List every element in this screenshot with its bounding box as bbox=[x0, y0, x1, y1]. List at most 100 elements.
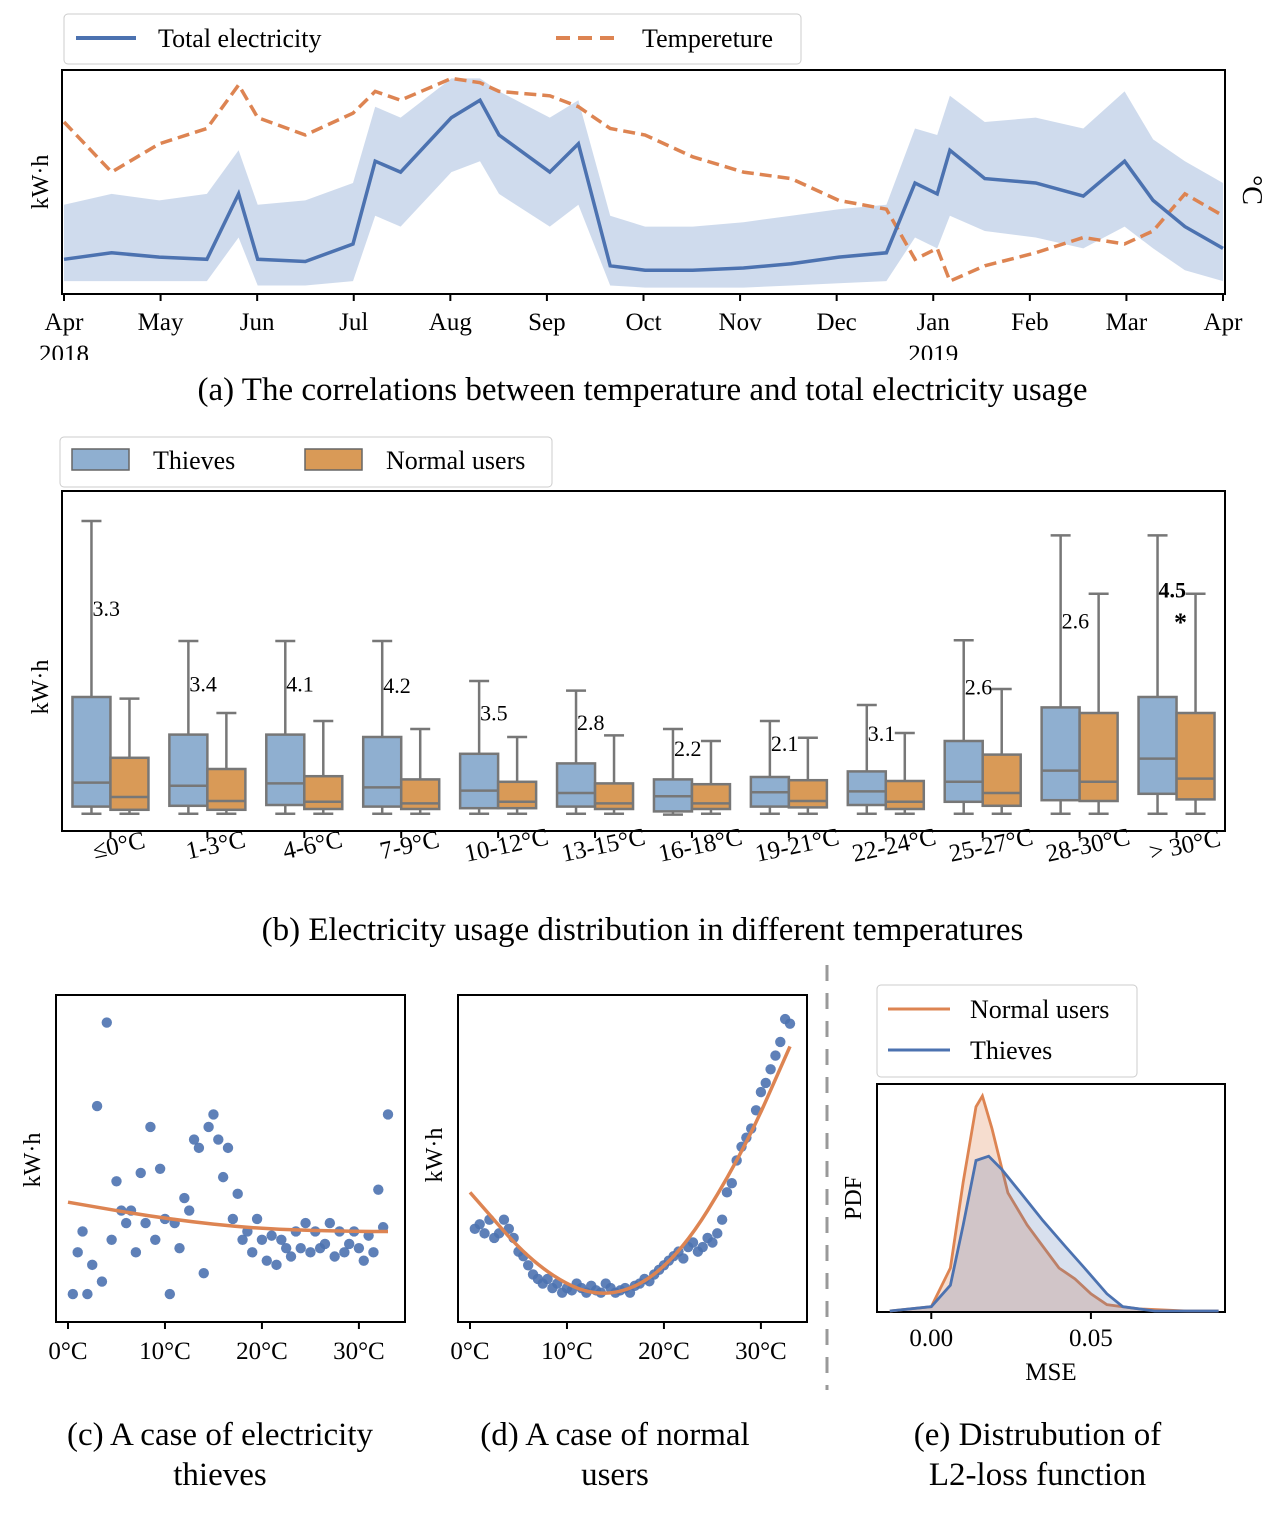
ratio-annotation: 2.2 bbox=[674, 736, 702, 761]
box-thieves bbox=[361, 735, 403, 808]
ratio-annotation: 4.2 bbox=[383, 673, 411, 698]
fit-curve bbox=[468, 1045, 792, 1295]
caption-e: (e) Distrubution of L2-loss function bbox=[830, 1415, 1245, 1495]
scatter-point bbox=[329, 1251, 340, 1262]
scatter-point bbox=[765, 1064, 776, 1075]
scatter-point bbox=[72, 1247, 83, 1258]
box-normal-users bbox=[884, 779, 926, 811]
scatter-point bbox=[179, 1192, 190, 1204]
scatter-point bbox=[188, 1134, 200, 1145]
x-tick-label: Apr bbox=[45, 309, 85, 336]
caption-c: (c) A case of electricity thieves bbox=[20, 1415, 420, 1495]
box-thieves bbox=[943, 739, 984, 804]
temperature-line bbox=[62, 76, 1224, 284]
box-thieves bbox=[1137, 695, 1178, 796]
x-tick-label: Jan bbox=[917, 309, 951, 336]
scatter-point bbox=[285, 1251, 297, 1262]
scatter-point bbox=[140, 1217, 151, 1229]
plot-frame-c bbox=[55, 994, 406, 1323]
density-curves bbox=[889, 1092, 1219, 1313]
x-tick-label: 1-3°C bbox=[184, 826, 248, 865]
legend-swatch-normal bbox=[304, 448, 363, 471]
x-tick-label: Jun bbox=[240, 309, 275, 336]
scatter-point bbox=[697, 1241, 708, 1253]
panel-c-chart: 0°C 10°C 20°C 30°C kW·h bbox=[20, 994, 406, 1365]
legend-box-a bbox=[63, 13, 802, 65]
scatter-point bbox=[784, 1018, 796, 1029]
scatter-point bbox=[67, 1288, 79, 1300]
x-tick-label: 30°C bbox=[735, 1338, 787, 1365]
ratio-annotation: 3.4 bbox=[189, 672, 217, 697]
scatter-point bbox=[87, 1259, 98, 1271]
box-thieves bbox=[555, 762, 597, 808]
scatter-point bbox=[198, 1268, 209, 1279]
density-area-normal bbox=[889, 1096, 1219, 1311]
box-normal-users bbox=[206, 767, 247, 812]
ratio-annotation: 4.5 bbox=[1159, 578, 1187, 603]
scatter-points-c bbox=[67, 1017, 394, 1300]
caption-c-line2: thieves bbox=[173, 1457, 267, 1493]
x-axis-ticks-c: 0°C 10°C 20°C 30°C bbox=[48, 1322, 385, 1365]
scatter-point bbox=[174, 1242, 185, 1254]
scatter-point bbox=[276, 1234, 287, 1245]
x-tick-label: 0°C bbox=[48, 1338, 87, 1365]
scatter-point bbox=[120, 1217, 132, 1229]
x-tick-label: 10°C bbox=[541, 1338, 593, 1365]
x-tick-label: 10°C bbox=[139, 1338, 191, 1365]
electricity-confidence-band bbox=[64, 78, 1223, 288]
x-axis-ticks-d: 0°C 10°C 20°C 30°C bbox=[450, 1322, 787, 1365]
scatter-point bbox=[760, 1077, 771, 1089]
x-tick-label: ≤0°C bbox=[90, 827, 147, 864]
scatter-point bbox=[373, 1184, 384, 1195]
box-normal-users bbox=[1175, 711, 1216, 801]
scatter-point bbox=[295, 1242, 306, 1254]
box-normal-users bbox=[593, 782, 635, 811]
x-tick-label: 30°C bbox=[333, 1338, 385, 1365]
scatter-points-d bbox=[468, 1013, 796, 1298]
scatter-point bbox=[755, 1086, 767, 1098]
panel-a-chart: Total electricity Tempereture Apr 2018 May… bbox=[28, 13, 1267, 360]
x-tick-label: Nov bbox=[719, 309, 763, 336]
density-line-thieves bbox=[889, 1154, 1219, 1313]
scatter-point bbox=[479, 1228, 490, 1239]
panel-e-chart: Normal users Thieves 0.00 0.05 PDF MSE bbox=[841, 984, 1226, 1386]
scatter-point bbox=[237, 1234, 248, 1245]
scatter-point bbox=[498, 1214, 510, 1225]
caption-d-line1: (d) A case of normal bbox=[480, 1417, 750, 1453]
ratio-annotation: 2.6 bbox=[1062, 608, 1090, 633]
x-tick-label: 20°C bbox=[638, 1338, 690, 1365]
scatter-point bbox=[712, 1228, 723, 1239]
electricity-band bbox=[64, 78, 1223, 288]
density-line-normal bbox=[889, 1092, 1219, 1313]
x-tick-label: Jul bbox=[339, 309, 368, 336]
x-tick-label: 0.05 bbox=[1069, 1325, 1113, 1352]
box-thieves bbox=[265, 733, 306, 807]
scatter-point bbox=[96, 1276, 108, 1287]
legend-label-temp: Tempereture bbox=[642, 24, 773, 53]
x-tick-label: Feb bbox=[1011, 309, 1049, 336]
scatter-point bbox=[319, 1238, 331, 1250]
x-tick-label: 0.00 bbox=[909, 1325, 953, 1352]
legend-label-normal: Normal users bbox=[386, 446, 525, 475]
scatter-point bbox=[101, 1017, 112, 1028]
scatter-point bbox=[217, 1171, 229, 1183]
y-axis-label-e: PDF bbox=[841, 1176, 867, 1220]
scatter-point bbox=[135, 1167, 146, 1179]
ratio-annotation: 3.5 bbox=[480, 700, 508, 725]
scatter-point bbox=[106, 1234, 117, 1245]
caption-a: (a) The correlations between temperature… bbox=[197, 372, 1088, 408]
box-normal-users bbox=[1078, 711, 1119, 803]
scatter-point bbox=[382, 1109, 394, 1120]
caption-c-line1: (c) A case of electricity bbox=[66, 1417, 373, 1453]
scatter-point bbox=[227, 1213, 239, 1225]
scatter-point bbox=[111, 1176, 122, 1187]
scatter-point bbox=[256, 1234, 268, 1245]
scatter-point bbox=[271, 1259, 282, 1271]
box-group: 3.3 3.4 4.1 4.2 3.5 2.8 2.2 2.1 3.1 2.6 2.6 4.5 * bbox=[71, 519, 1216, 816]
x-tick-label: 0°C bbox=[450, 1338, 489, 1365]
scatter-point bbox=[213, 1134, 224, 1145]
y-axis-label-d: kW·h bbox=[422, 1128, 448, 1183]
plot-frame-d bbox=[457, 994, 808, 1323]
legend-label-thieves-e: Thieves bbox=[970, 1036, 1052, 1065]
scatter-point bbox=[261, 1255, 272, 1266]
